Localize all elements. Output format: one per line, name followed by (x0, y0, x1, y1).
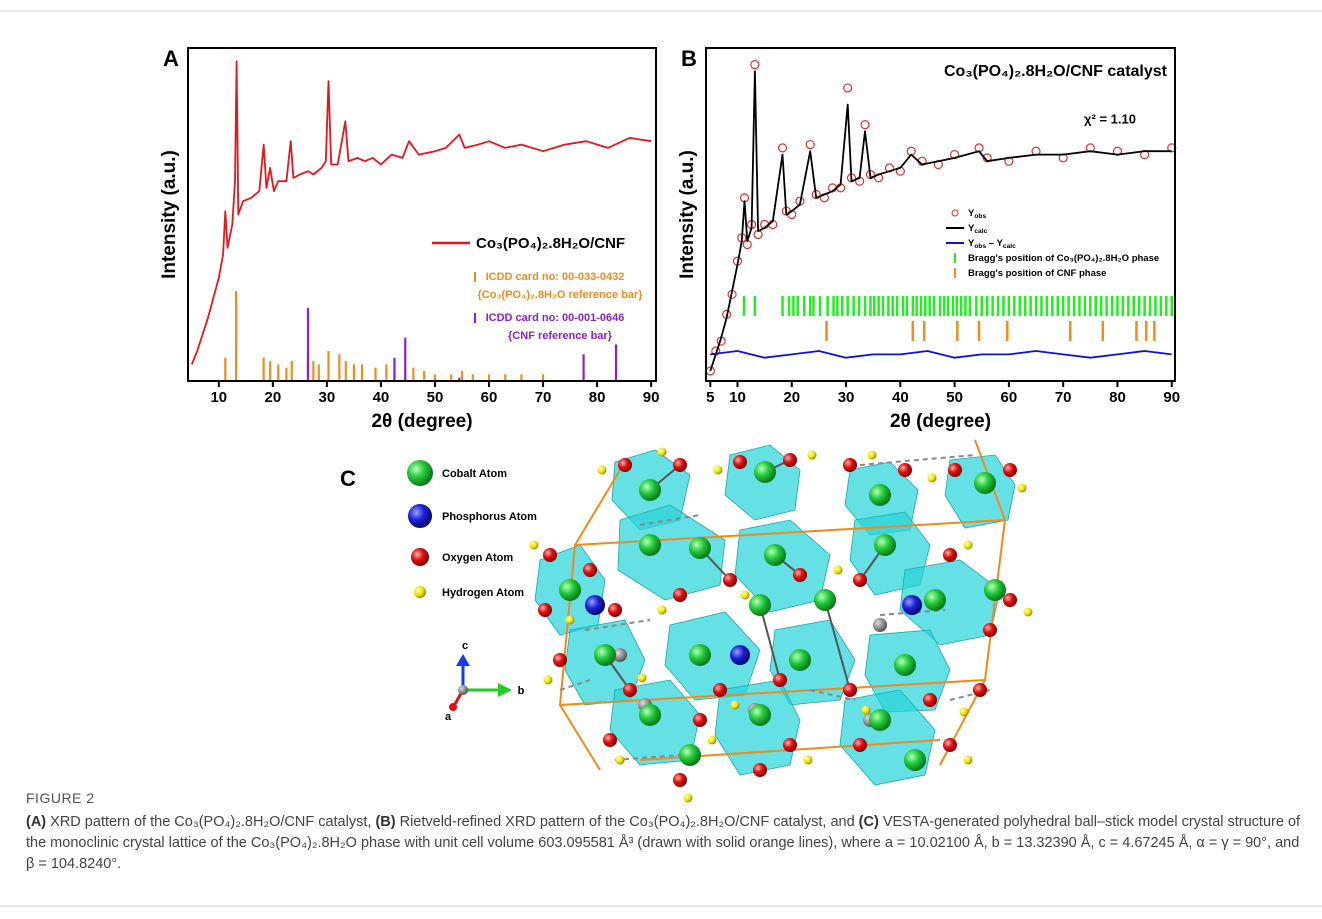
x-tick-label: 50 (427, 389, 444, 406)
legend-marker (951, 209, 959, 217)
chart: A 10 20 30 40 50 60 70 80 90 2θ (degree) Intensity … (159, 46, 659, 432)
legend-label: Hydrogen Atom (442, 587, 524, 599)
legend-label: Phosphorus Atom (442, 511, 537, 523)
caption-text: (A) XRD pattern of the Co₃(PO₄)₂.8H₂O/CN… (26, 812, 1301, 875)
caption: FIGURE 2 (A) XRD pattern of the Co₃(PO₄)… (26, 790, 1301, 875)
data-point (843, 83, 853, 93)
legend-label: Bragg's position of CNF phase (968, 268, 1106, 279)
x-tick-label: 50 (946, 389, 963, 406)
legend-swatch (411, 548, 429, 566)
data-line (190, 60, 652, 365)
panel-label: C (340, 466, 356, 491)
annotation: χ² = 1.10 (1084, 111, 1136, 126)
legend-label: Co₃(PO₄)₂.8H₂O/CNF (476, 235, 625, 252)
x-tick-label: 80 (589, 389, 606, 406)
legend-label: Bragg's position of Co₃(PO₄)₂.8H₂O phase (968, 253, 1159, 264)
x-tick-label: 90 (1163, 389, 1180, 406)
legend-description: {Co₃(PO₄)₂.8H₂O reference bar} (478, 289, 644, 301)
data-point (750, 60, 760, 70)
x-tick-label: 30 (319, 389, 336, 406)
x-axis-label: 2θ (degree) (890, 411, 991, 432)
legend-label: Yobs – Ycalc (968, 238, 1016, 251)
legend-swatch (408, 504, 432, 528)
chart-title: Co₃(PO₄)₂.8H₂O/CNF catalyst (944, 63, 1168, 80)
crystal-structure (529, 439, 1033, 803)
x-tick-label: 90 (643, 389, 660, 406)
x-tick-label: 40 (892, 389, 909, 406)
caption-span: Rietveld-refined XRD pattern of the Co₃(… (395, 814, 859, 830)
x-tick-label: 70 (535, 389, 552, 406)
x-tick-label: 80 (1109, 389, 1126, 406)
legend-swatch (414, 586, 426, 598)
plot-frame (705, 47, 1176, 382)
caption-bold: (B) (375, 814, 396, 830)
caption-bold: (C) (858, 814, 879, 830)
axis-name: a (445, 711, 452, 723)
x-tick-label: 10 (729, 389, 746, 406)
legend-swatch (407, 460, 433, 486)
legend-label: ICDD card no: 00-001-0646 (486, 312, 625, 324)
data-line (710, 350, 1172, 359)
data-line (709, 70, 1172, 372)
axis-name: c (462, 640, 468, 652)
data-point (860, 119, 870, 130)
legend-description: {CNF reference bar} (508, 330, 613, 342)
y-axis-label: Intensity (a.u.) (677, 150, 698, 279)
panel-label: B (681, 46, 697, 71)
x-tick-label: 30 (838, 389, 855, 406)
data-point (805, 139, 815, 150)
legend-label: Ycalc (968, 223, 988, 236)
panel-label: A (163, 46, 179, 71)
caption-bold: (A) (26, 814, 47, 830)
x-tick-label: 20 (265, 389, 282, 406)
x-axis-label: 2θ (degree) (371, 411, 472, 432)
caption-span: XRD pattern of the Co₃(PO₄)₂.8H₂O/CNF ca… (46, 814, 376, 830)
chart: B 5 10 20 30 40 50 60 70 80 90 2θ (degree) Intensity… (677, 46, 1180, 432)
x-tick-label: 5 (706, 389, 714, 406)
legend-label: Yobs (968, 208, 986, 221)
legend-label: Cobalt Atom (442, 468, 507, 480)
data-point (777, 143, 788, 153)
y-axis-label: Intensity (a.u.) (159, 150, 180, 279)
plot-frame (187, 47, 657, 382)
x-tick-label: 60 (481, 389, 498, 406)
x-tick-label: 60 (1001, 389, 1018, 406)
caption-span: VESTA-generated polyhedral ball–stick mo… (26, 814, 1301, 872)
axis-triad (449, 654, 512, 711)
axis-name: b (518, 685, 525, 697)
x-tick-label: 20 (783, 389, 800, 406)
x-tick-label: 40 (373, 389, 390, 406)
legend-label: Oxygen Atom (442, 552, 513, 564)
x-tick-label: 70 (1055, 389, 1072, 406)
legend-label: ICDD card no: 00-033-0432 (486, 271, 625, 283)
figure-label: FIGURE 2 (26, 790, 95, 806)
x-tick-label: 10 (210, 389, 227, 406)
